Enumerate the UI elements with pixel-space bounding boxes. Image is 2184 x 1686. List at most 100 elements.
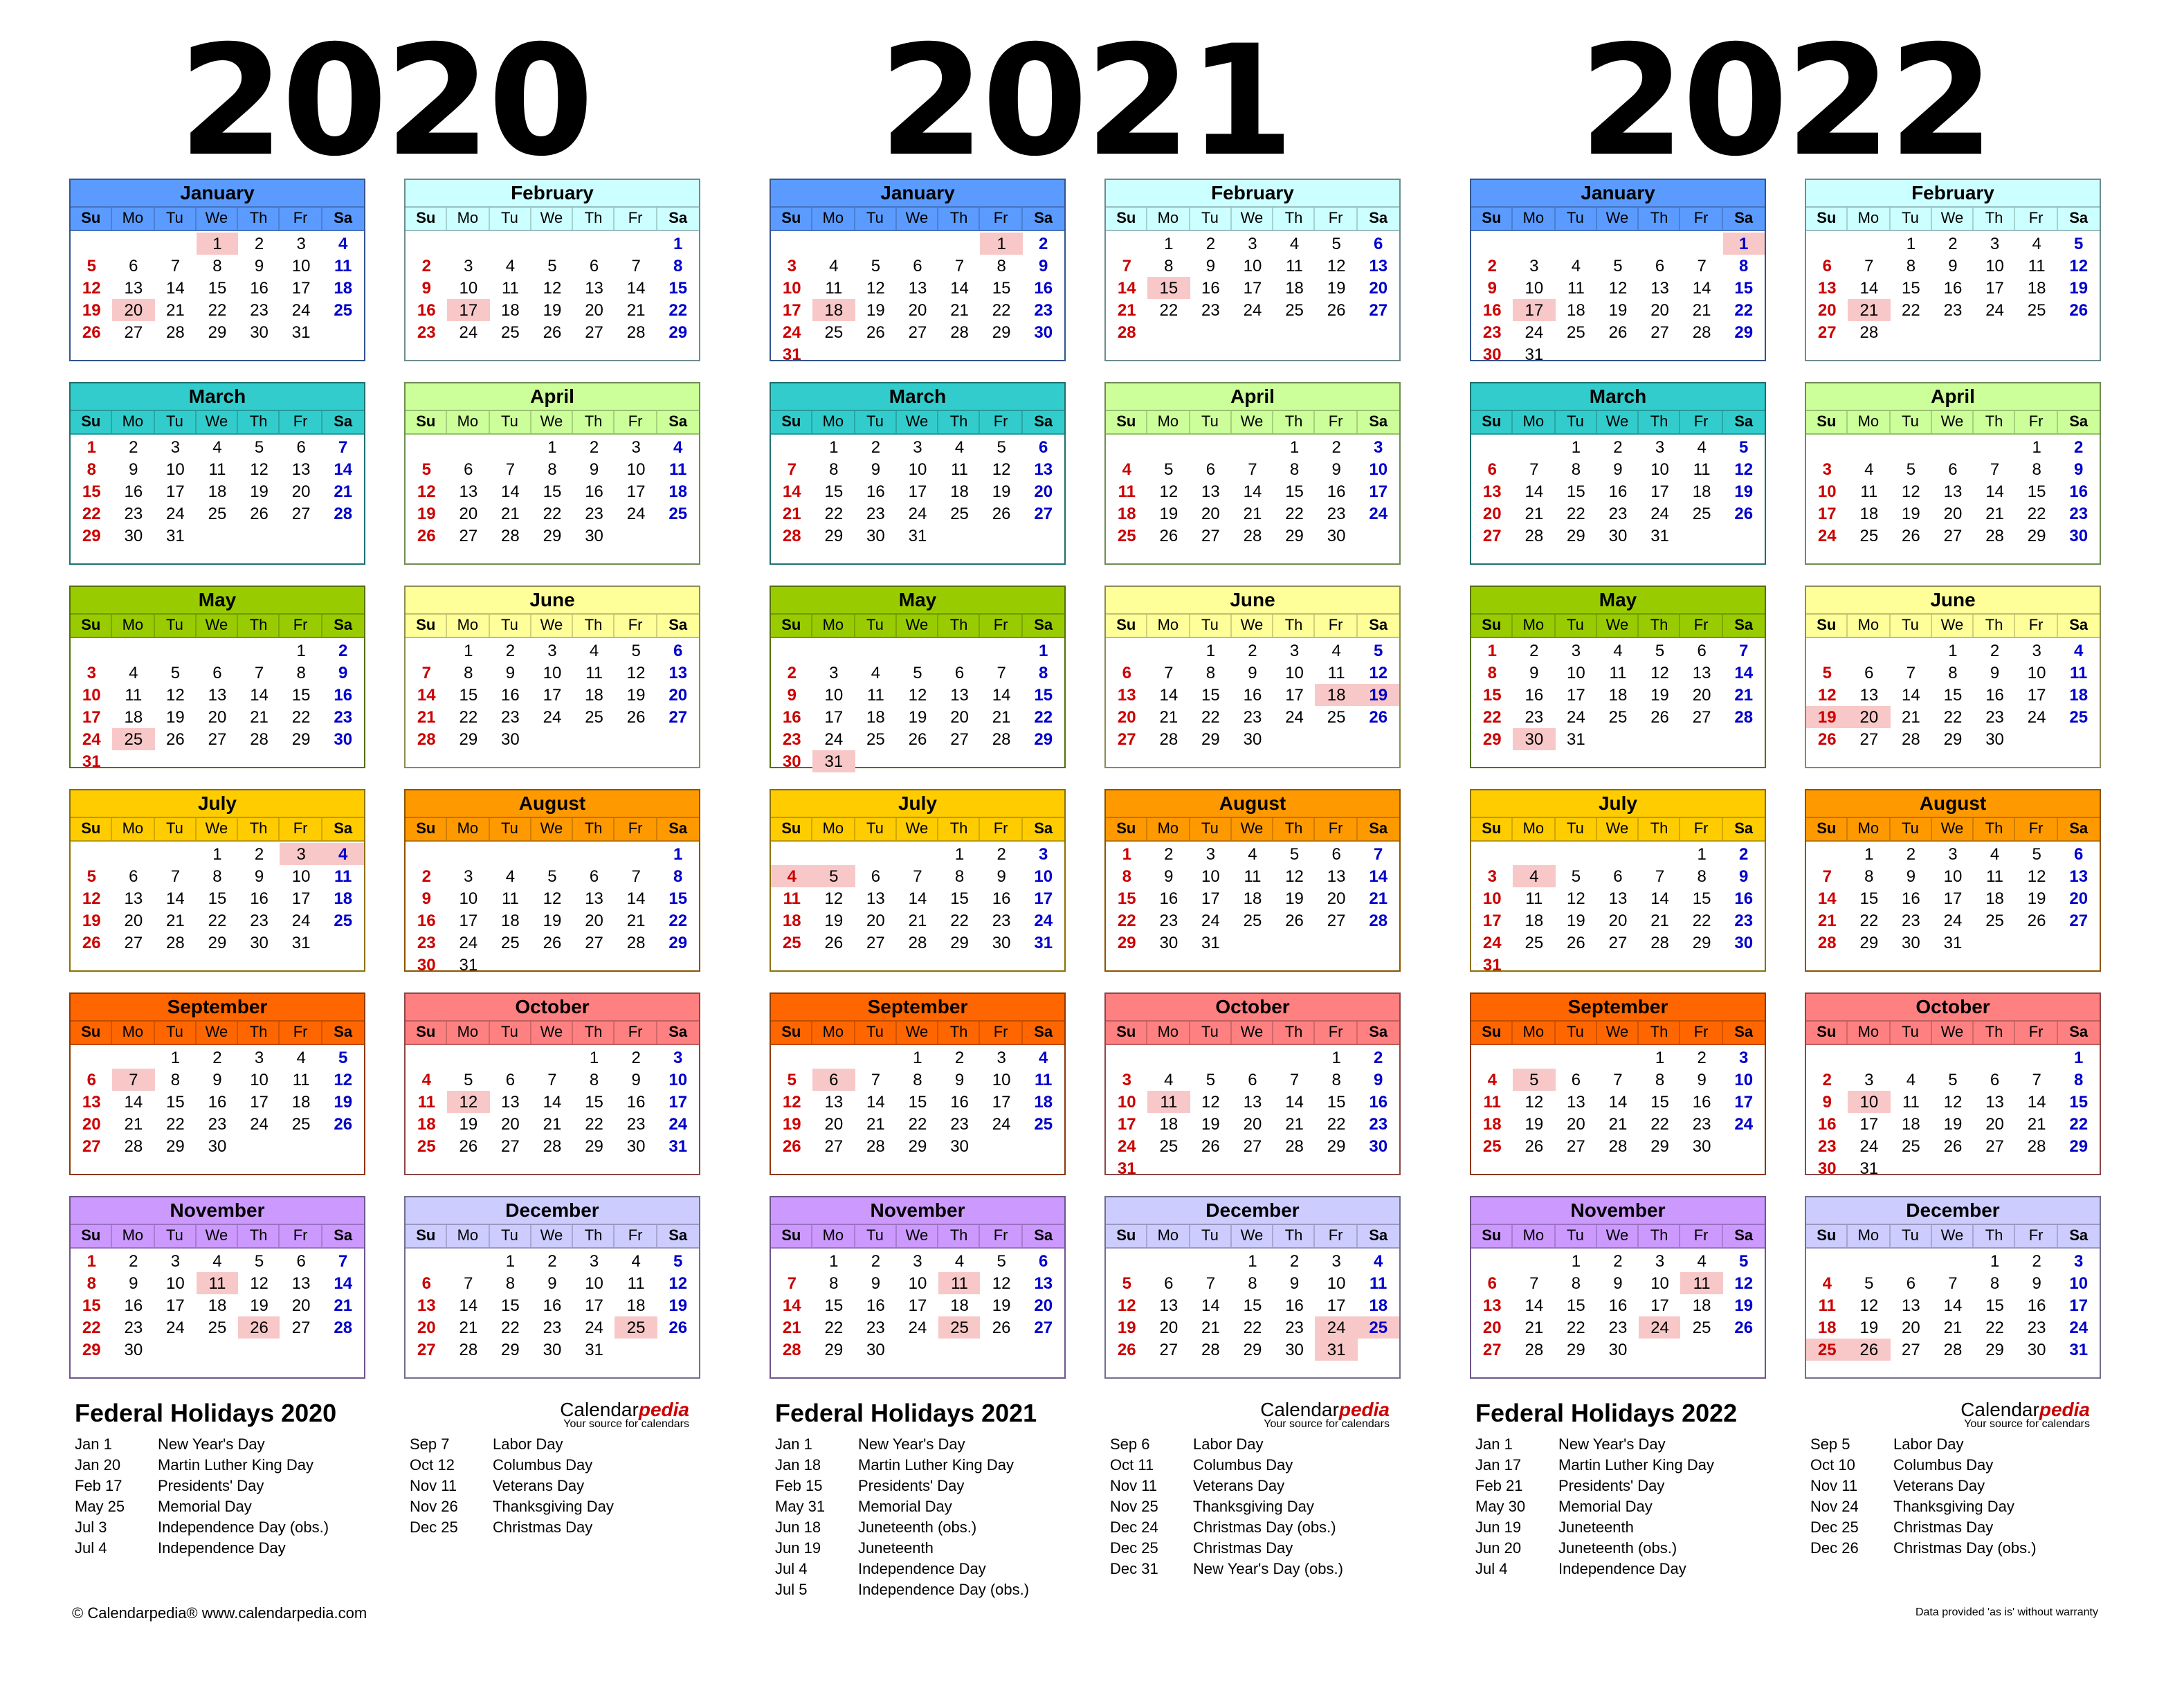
day-cell: 24	[1734, 1114, 1754, 1134]
day-cell: 30	[334, 729, 353, 749]
weekday-label: Su	[1471, 208, 1513, 230]
weekday-label: Tu	[855, 208, 897, 230]
day-cell: 27	[1859, 729, 1879, 749]
day-grid: 1 2 3 4 5 6 7 8 9 10 11 12 13 14 15 16 17 18 19 20 21 22 23 24 2…	[1471, 640, 1765, 750]
weekday-label: Mo	[113, 818, 155, 840]
day-cell: 7	[787, 1273, 797, 1293]
day-cell: 4	[1487, 1070, 1497, 1089]
day-cell: 22	[1902, 300, 1920, 320]
empty-cell	[1555, 843, 1597, 865]
holiday-name: Independence Day	[1558, 1561, 1686, 1578]
day-cell: 26	[1943, 1136, 1963, 1156]
day-cell: 13	[824, 1092, 844, 1112]
day-cell: 16	[543, 1296, 562, 1315]
day-cell: 23	[1608, 504, 1628, 523]
day-cell: 30	[1285, 1340, 1304, 1359]
weekday-label: Mo	[448, 1225, 490, 1247]
day-cell: 7	[1248, 460, 1257, 479]
weekday-label: Sa	[2069, 210, 2089, 227]
day-cell: 19	[1525, 1114, 1544, 1134]
empty-cell	[113, 843, 155, 865]
day-cell: 28	[501, 526, 520, 545]
day-cell: 7	[2032, 1070, 2041, 1089]
day-cell: 25	[1567, 323, 1585, 342]
day-cell: 26	[2069, 300, 2089, 320]
weekday-header: Su Mo Tu We Th Fr Sa	[1106, 818, 1399, 842]
day-cell: 14	[1243, 482, 1262, 501]
weekday-header: Su Mo Tu We Th Fr Sa	[406, 208, 699, 231]
day-cell: 5	[87, 256, 96, 275]
day-cell: 15	[1117, 889, 1136, 908]
holiday-row: Nov 11 Veterans Day	[410, 1477, 614, 1498]
month-name: March	[1471, 383, 1765, 411]
weekday-label: Su	[406, 615, 448, 637]
weekday-label: We	[1232, 1225, 1274, 1247]
day-cell: 13	[1482, 1296, 1502, 1315]
weekday-label: Th	[1974, 1225, 2016, 1247]
day-cell: 5	[631, 641, 641, 660]
weekday-label: We	[1232, 411, 1274, 433]
day-cell: 8	[1864, 867, 1874, 886]
weekday-label: Tu	[855, 818, 897, 840]
day-cell: 17	[1650, 1296, 1669, 1315]
weekday-label: Sa	[1369, 1228, 1388, 1244]
day-cell: 15	[501, 1296, 520, 1315]
day-cell: 2	[1248, 641, 1257, 660]
empty-cell	[897, 843, 939, 865]
day-cell: 6	[1122, 663, 1131, 682]
holiday-name: Christmas Day	[493, 1520, 593, 1537]
day-cell: 11	[1693, 460, 1711, 479]
day-cell: 1	[505, 1251, 516, 1271]
day-cell: 13	[1369, 256, 1388, 275]
day-cell: 31	[1201, 933, 1220, 952]
day-cell: 19	[1285, 889, 1304, 908]
weekday-label: Sa	[2069, 414, 2089, 430]
day-cell: 11	[627, 1273, 645, 1293]
day-cell: 15	[992, 278, 1011, 298]
day-cell: 24	[1985, 300, 2004, 320]
day-cell: 5	[2074, 234, 2084, 253]
weekday-label: Th	[938, 1225, 981, 1247]
day-cell: 19	[82, 300, 101, 320]
weekday-label: Tu	[489, 411, 531, 433]
day-cell: 27	[1985, 1136, 2004, 1156]
day-cell: 30	[1608, 1340, 1628, 1359]
weekday-header: Su Mo Tu We Th Fr Sa	[1471, 411, 1765, 435]
day-cell: 2	[254, 844, 264, 864]
day-cell: 9	[1289, 1273, 1300, 1293]
day-cell: 18	[124, 707, 143, 727]
empty-cell	[813, 843, 855, 865]
holiday-day-cell: 31	[812, 750, 855, 772]
day-cell: 6	[1990, 1070, 2000, 1089]
day-cell: 3	[464, 256, 473, 275]
weekday-label: Mo	[113, 411, 155, 433]
year-title-2020: 2020	[178, 12, 594, 190]
day-cell: 25	[1159, 1136, 1179, 1156]
day-cell: 2	[421, 256, 431, 275]
day-cell: 8	[547, 460, 557, 479]
weekday-label: Sa	[1734, 414, 1754, 430]
holiday-row: Feb 15 Presidents' Day	[775, 1477, 1029, 1498]
day-cell: 2	[1487, 256, 1497, 275]
day-cell: 20	[1692, 685, 1711, 705]
holiday-row: Sep 5 Labor Day	[1810, 1435, 2037, 1456]
empty-cell	[1848, 1250, 1891, 1272]
day-cell: 5	[1164, 460, 1174, 479]
day-cell: 2	[871, 1251, 881, 1271]
empty-cell	[771, 843, 813, 865]
day-cell: 13	[291, 460, 311, 479]
day-cell: 27	[1943, 526, 1963, 545]
day-cell: 23	[782, 729, 801, 749]
day-cell: 8	[1990, 1273, 2000, 1293]
weekday-label: Fr	[1681, 818, 1723, 840]
month-june-2021: June Su Mo Tu We Th Fr Sa 1 2 3 4 5 6 7 8 9 10 11 12 13 14 15 1…	[1104, 586, 1401, 768]
day-cell: 24	[291, 300, 311, 320]
weekday-label: Su	[1471, 1022, 1513, 1044]
day-cell: 31	[1482, 955, 1502, 975]
day-cell: 24	[1650, 504, 1669, 523]
day-cell: 16	[250, 889, 269, 908]
weekday-label: Tu	[154, 208, 197, 230]
day-cell: 25	[668, 504, 688, 523]
month-name: November	[771, 1197, 1064, 1225]
day-cell: 10	[782, 278, 801, 298]
